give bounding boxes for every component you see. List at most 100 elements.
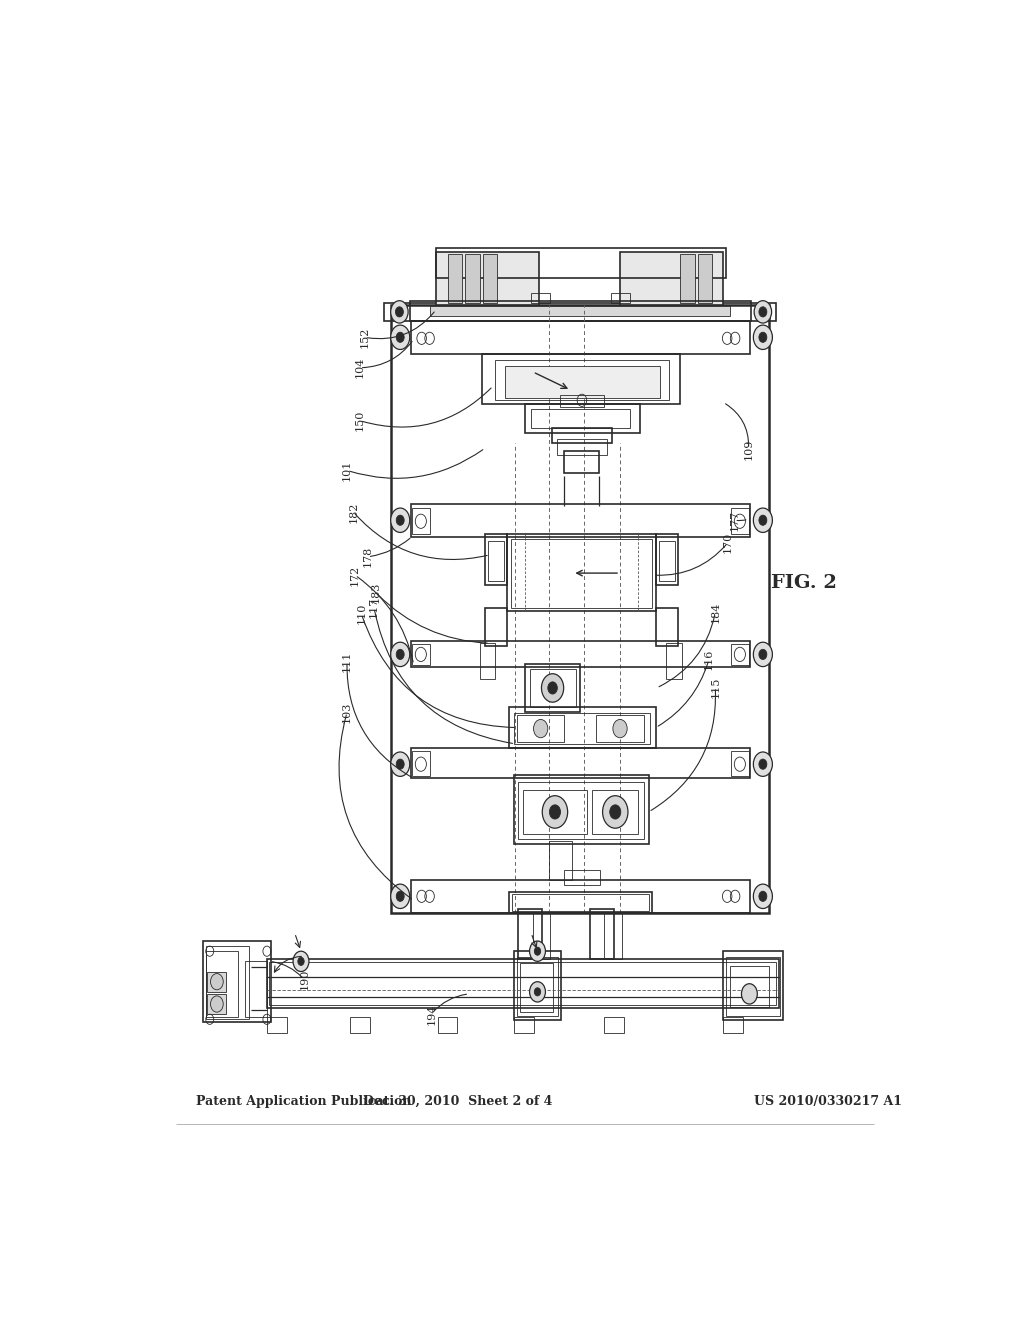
Bar	[666, 643, 682, 678]
Text: 172: 172	[350, 565, 360, 586]
Bar	[523, 789, 587, 834]
Bar	[731, 508, 749, 535]
FancyArrowPatch shape	[349, 450, 483, 478]
Bar	[505, 366, 659, 399]
Circle shape	[298, 957, 304, 965]
Circle shape	[754, 325, 772, 350]
Bar	[518, 908, 543, 960]
FancyArrowPatch shape	[378, 594, 487, 643]
Circle shape	[396, 759, 404, 770]
Bar	[267, 960, 778, 1008]
Text: 190: 190	[299, 969, 309, 990]
Bar	[514, 775, 648, 845]
Bar	[592, 789, 638, 834]
Text: 150: 150	[354, 411, 365, 432]
Text: 170: 170	[723, 532, 733, 553]
Circle shape	[391, 508, 410, 532]
FancyArrowPatch shape	[375, 610, 513, 743]
Circle shape	[759, 515, 767, 525]
FancyArrowPatch shape	[362, 388, 492, 428]
Bar	[485, 607, 507, 647]
FancyArrowPatch shape	[355, 515, 487, 560]
FancyArrowPatch shape	[433, 994, 467, 1012]
Text: 194: 194	[426, 1003, 436, 1024]
Bar	[590, 908, 613, 960]
Bar	[552, 428, 612, 444]
Bar	[697, 253, 712, 302]
Circle shape	[754, 884, 772, 908]
Bar	[482, 354, 680, 404]
Circle shape	[613, 719, 627, 738]
Bar	[437, 1018, 458, 1032]
Bar	[529, 669, 575, 708]
FancyArrowPatch shape	[659, 615, 715, 686]
Bar	[204, 941, 270, 1022]
FancyArrowPatch shape	[368, 312, 434, 339]
Circle shape	[391, 643, 410, 667]
Bar	[532, 912, 550, 960]
Bar	[723, 1018, 743, 1032]
Bar	[411, 880, 751, 912]
Circle shape	[754, 643, 772, 667]
Bar	[410, 301, 751, 321]
Bar	[411, 748, 751, 779]
FancyArrowPatch shape	[362, 342, 412, 368]
Bar	[514, 713, 650, 744]
Bar	[350, 1018, 370, 1032]
Bar	[391, 305, 769, 912]
Circle shape	[211, 974, 223, 990]
Circle shape	[754, 752, 772, 776]
Circle shape	[396, 649, 404, 660]
Bar	[531, 293, 550, 302]
Circle shape	[529, 982, 546, 1002]
Bar	[430, 306, 729, 315]
Text: Dec. 30, 2010  Sheet 2 of 4: Dec. 30, 2010 Sheet 2 of 4	[362, 1096, 552, 1107]
Bar	[514, 952, 561, 1020]
Bar	[411, 504, 751, 536]
Bar	[655, 535, 678, 585]
Bar	[447, 253, 462, 302]
Circle shape	[759, 306, 767, 317]
Circle shape	[754, 301, 772, 323]
Text: 177: 177	[729, 510, 739, 531]
Bar	[479, 643, 496, 678]
Bar	[517, 715, 564, 742]
Text: 109: 109	[743, 438, 754, 459]
Bar	[465, 253, 479, 302]
FancyArrowPatch shape	[339, 715, 412, 899]
Circle shape	[548, 682, 557, 694]
Bar	[723, 952, 782, 1020]
Text: 104: 104	[354, 358, 365, 379]
Bar	[731, 751, 749, 776]
Bar	[206, 946, 250, 1019]
Bar	[658, 541, 675, 581]
Bar	[596, 715, 644, 742]
Bar	[604, 912, 622, 960]
Bar	[564, 451, 599, 474]
Bar	[267, 1018, 287, 1032]
Bar	[512, 894, 648, 911]
Bar	[557, 440, 606, 455]
Text: 101: 101	[342, 459, 352, 480]
Bar	[604, 1018, 624, 1032]
Text: 111: 111	[342, 651, 352, 672]
Circle shape	[759, 649, 767, 660]
FancyArrowPatch shape	[357, 577, 413, 661]
Bar	[412, 751, 430, 776]
Circle shape	[542, 673, 563, 702]
Circle shape	[535, 948, 541, 956]
Circle shape	[391, 884, 410, 908]
FancyArrowPatch shape	[371, 539, 410, 557]
Text: US 2010/0330217 A1: US 2010/0330217 A1	[754, 1096, 902, 1107]
FancyArrowPatch shape	[726, 404, 749, 446]
Bar	[485, 535, 507, 585]
Text: 110: 110	[356, 603, 367, 624]
Circle shape	[396, 515, 404, 525]
Bar	[520, 964, 553, 1012]
Text: 116: 116	[703, 649, 714, 671]
Bar	[482, 253, 497, 302]
Bar	[412, 508, 430, 535]
Circle shape	[543, 796, 567, 828]
Circle shape	[534, 719, 548, 738]
Bar	[488, 541, 504, 581]
